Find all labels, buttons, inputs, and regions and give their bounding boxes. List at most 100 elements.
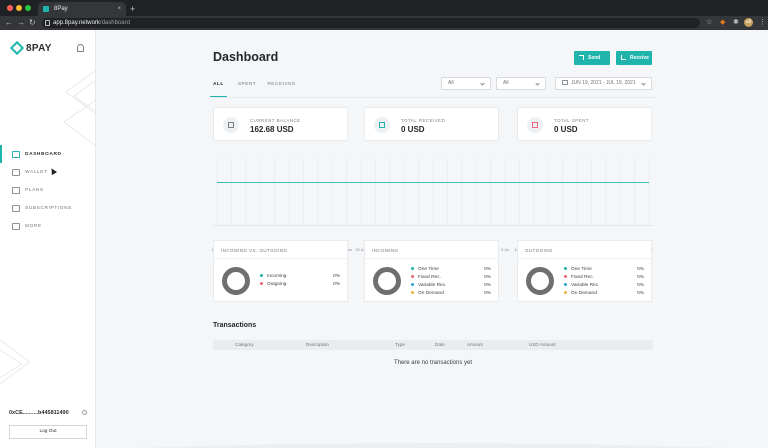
column-header[interactable]: USD Amount [529,342,556,347]
browser-chrome: 8Pay × + ← → ↻ app.8pay.network/dashboar… [0,0,768,30]
legend-item: On Demand [411,291,444,296]
legend-dot-icon [260,274,263,277]
legend-label: One Time [571,267,592,272]
legend-value: 0% [333,274,340,279]
bookmark-star-icon[interactable]: ☆ [706,19,713,26]
legend-label: Variable Rec. [571,283,600,288]
bell-icon[interactable] [77,44,84,52]
back-icon[interactable]: ← [5,18,13,27]
decorative-pattern-bottom [0,339,31,385]
legend-dot-icon [564,291,567,294]
lock-icon [45,20,50,26]
legend-item: Fixed Rec. [411,275,441,280]
stat-value: 0 USD [554,125,578,134]
legend-value: 0% [637,275,644,280]
chart-grid [213,158,653,226]
page-title: Dashboard [213,50,279,64]
browser-tab[interactable]: 8Pay × [38,2,126,16]
browser-menu-icon[interactable]: ⋮ [759,19,766,26]
filter-select-1[interactable]: All [441,77,491,90]
donut-chart [373,267,401,295]
tabs-divider [213,97,656,98]
sidebar-item-more[interactable]: MORE [0,217,95,235]
chevron-down-icon [641,81,646,86]
x-tick-label: 9 Jul [501,248,509,252]
legend-label: Variable Rec. [418,283,447,288]
legend-value: 0% [637,283,644,288]
legend-value: 0% [484,291,491,296]
legend-value: 0% [484,267,491,272]
sidebar-item-label: WALLET [25,169,48,175]
logo-text: 8PAY [26,42,52,54]
send-button[interactable]: Send [574,51,610,65]
sidebar-item-wallet[interactable]: WALLET [0,163,95,181]
maximize-window-icon[interactable] [25,5,31,11]
legend-dot-icon [564,275,567,278]
grid-icon [12,222,20,230]
tab-all[interactable]: ALL [210,82,227,97]
legend-label: Fixed Rec. [571,275,594,280]
panel-title: INCOMING [372,248,399,253]
close-window-icon[interactable] [7,5,13,11]
metamask-extension-icon[interactable]: ◆ [720,19,726,26]
receive-button[interactable]: Receive [616,51,652,65]
logo[interactable]: 8PAY [9,40,52,56]
donut-chart [526,267,554,295]
date-range-picker[interactable]: JUN 19, 2021 - JUL 19, 2021 [555,77,652,90]
copy-icon[interactable] [82,410,87,415]
column-header[interactable]: Category [235,342,254,347]
receive-button-label: Receive [630,55,649,61]
legend-label: Fixed Rec. [418,275,441,280]
legend-label: On Demand [418,291,444,296]
sidebar-item-plans[interactable]: PLANS [0,181,95,199]
sidebar-item-subscriptions[interactable]: SUBSCRIPTIONS [0,199,95,217]
panel-incoming-vs-outgoing: INCOMING VS. OUTGOING Incoming 0% Outgoi… [213,240,348,302]
tab-strip: 8Pay × + [0,0,768,16]
spent-arrow-icon [527,117,543,133]
address-bar[interactable]: app.8pay.network/dashboard [42,18,700,28]
tab-received[interactable]: RECEIVED [267,82,296,87]
profile-avatar[interactable]: all [744,18,753,27]
filter-select-2[interactable]: All [496,77,546,90]
stat-value: 162.68 USD [250,125,294,134]
sidebar-item-dashboard[interactable]: DASHBOARD [0,145,95,163]
logout-button[interactable]: Log Out [9,425,87,439]
panel-outgoing: OUTGOING One Time 0% Fixed Rec. 0% Varia… [517,240,652,302]
extensions-puzzle-icon[interactable]: ✱ [733,19,739,26]
minimize-window-icon[interactable] [16,5,22,11]
filter-tabs: ALL SPENT RECEIVED [210,82,307,97]
column-header[interactable]: Type [395,342,405,347]
tab-spent[interactable]: SPENT [237,82,257,87]
column-header[interactable]: Amount [467,342,483,347]
filter-select-2-value: All [503,80,509,86]
panel-divider [518,258,651,259]
new-tab-button[interactable]: + [130,4,136,14]
legend-value: 0% [484,283,491,288]
calendar-icon [562,80,568,85]
column-header[interactable]: Date [435,342,445,347]
stat-card-spent: TOTAL SPENT 0 USD [517,107,652,141]
sidebar: 8PAY DASHBOARD WALLET PLANS [0,30,96,448]
send-button-label: Send [588,55,601,61]
x-tick-label: 29 Jun [355,248,367,252]
close-tab-icon[interactable]: × [117,6,121,12]
legend-value: 0% [637,291,644,296]
legend-dot-icon [411,283,414,286]
subscriptions-icon [12,204,20,212]
transactions-title: Transactions [213,322,257,329]
column-header[interactable]: Description [306,342,329,347]
bottom-decoration [136,443,728,448]
sidebar-item-label: SUBSCRIPTIONS [25,205,72,211]
stat-label: TOTAL RECEIVED [401,118,446,123]
balance-icon [223,117,239,133]
legend-label: One Time [418,267,439,272]
reload-icon[interactable]: ↻ [29,18,36,27]
stat-card-balance: CURRENT BALANCE 162.68 USD [213,107,348,141]
panel-divider [214,258,347,259]
legend-item: Incoming [260,274,286,279]
forward-icon[interactable]: → [17,18,25,27]
activity-chart [213,158,653,226]
legend-item: On Demand [564,291,597,296]
legend-item: Variable Rec. [564,283,599,288]
panel-divider [365,258,498,259]
